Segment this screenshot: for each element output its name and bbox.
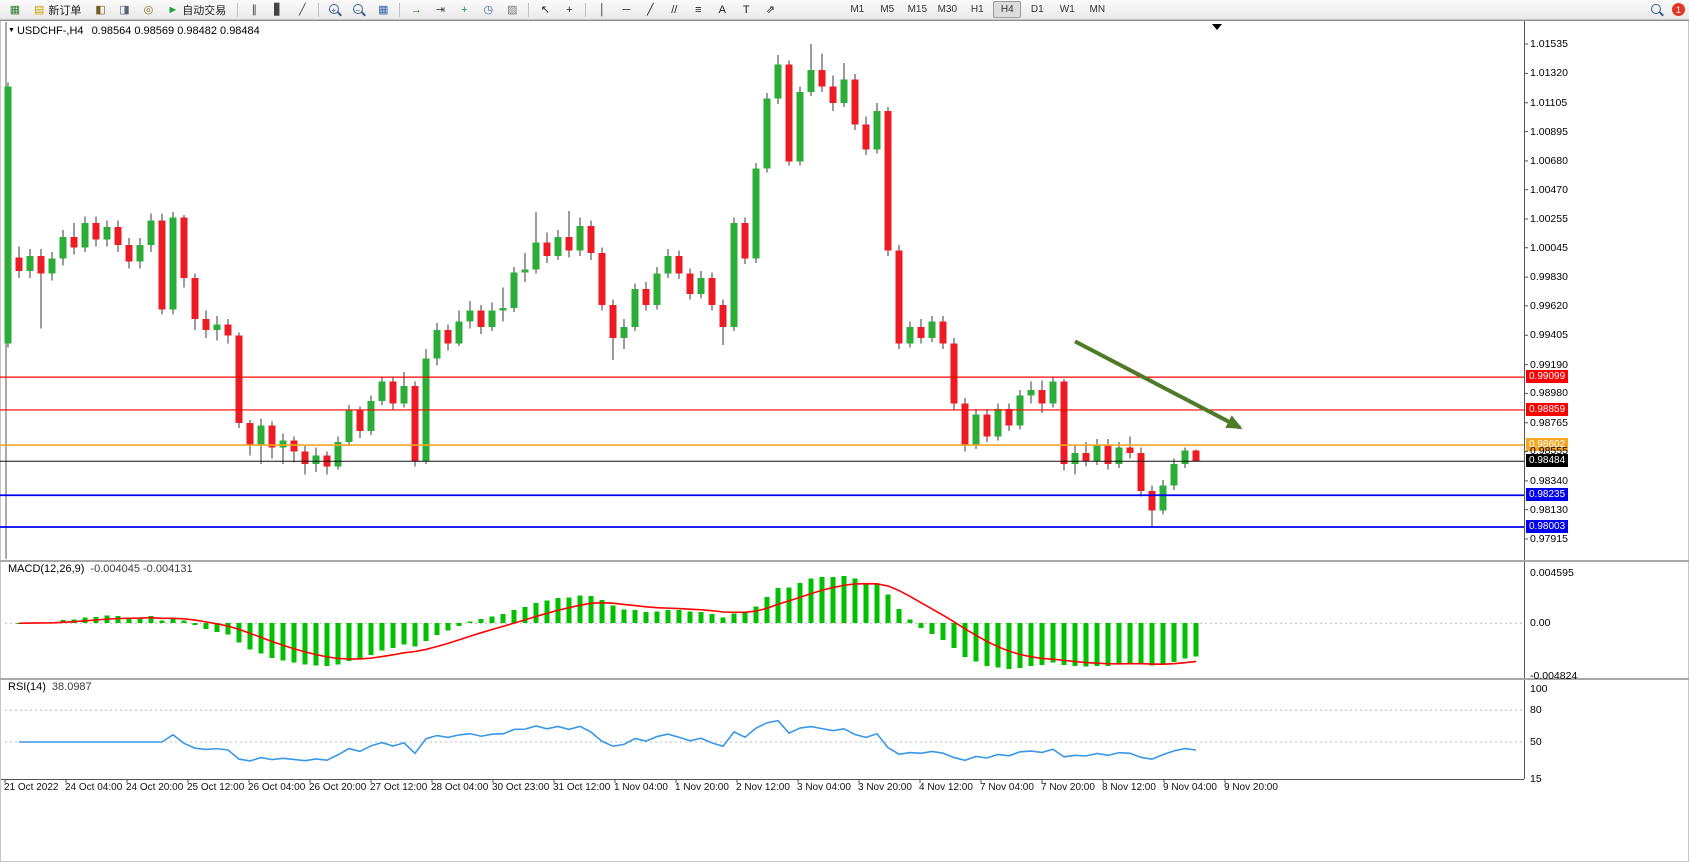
line-chart-icon[interactable]: ╱ bbox=[298, 3, 306, 16]
timeframe-h4[interactable]: H4 bbox=[993, 1, 1022, 18]
autotrade-button[interactable]: ► 自动交易 bbox=[161, 2, 232, 18]
panel-separator-rsi[interactable] bbox=[0, 678, 1689, 680]
tile-windows-icon[interactable]: ▦ bbox=[378, 3, 389, 16]
timeframe-m1[interactable]: M1 bbox=[850, 4, 865, 15]
zoom-in-icon[interactable]: + bbox=[324, 1, 346, 19]
timeframe-w1[interactable]: W1 bbox=[1059, 4, 1075, 15]
search-icon[interactable] bbox=[1646, 1, 1668, 19]
macd-values: -0.004045 -0.004131 bbox=[90, 563, 193, 575]
macd-indicator-label: MACD(12,26,9) -0.004045 -0.004131 bbox=[8, 563, 193, 575]
candles-layer[interactable] bbox=[4, 44, 1200, 527]
toolbar-separator bbox=[399, 2, 401, 17]
new-chart-icon[interactable]: ▦ bbox=[9, 3, 21, 16]
chart-shift-icon[interactable]: ⇥ bbox=[435, 3, 445, 16]
bar-chart-icon[interactable]: ∥ bbox=[251, 3, 258, 16]
toolbar-right-group: 1 bbox=[1646, 1, 1685, 19]
label-icon[interactable]: T bbox=[742, 3, 750, 16]
new-order-button-icon: ▤ bbox=[34, 4, 45, 16]
zoom-out-icon[interactable]: − bbox=[348, 1, 370, 19]
zoom-out-icon-sign: − bbox=[355, 5, 360, 15]
rsi-line bbox=[19, 719, 1197, 762]
autotrade-button-icon: ► bbox=[167, 3, 179, 16]
channel-icon[interactable]: // bbox=[671, 3, 678, 16]
panel-separator-macd[interactable] bbox=[0, 560, 1689, 562]
vline-icon[interactable]: │ bbox=[598, 3, 606, 16]
autotrade-button-label: 自动交易 bbox=[182, 4, 227, 17]
zoom-in-icon: + bbox=[327, 2, 343, 18]
candlestick-chart-icon[interactable]: ▋ bbox=[274, 3, 283, 16]
macd-layer bbox=[5, 575, 1524, 670]
auto-scroll-icon[interactable]: → bbox=[410, 3, 422, 16]
toolbar-separator bbox=[237, 2, 239, 17]
zoom-out-icon: − bbox=[351, 2, 367, 18]
zoom-in-icon-sign: + bbox=[331, 5, 336, 15]
market-watch-icon[interactable]: ◧ bbox=[95, 3, 106, 16]
timeframe-d1[interactable]: D1 bbox=[1030, 4, 1044, 15]
chart-shift-marker-icon bbox=[1212, 24, 1222, 30]
hlines-layer[interactable] bbox=[0, 376, 1524, 528]
data-window-icon[interactable]: ◨ bbox=[119, 3, 130, 16]
arrows-icon[interactable]: ⇗ bbox=[765, 3, 775, 16]
navigator-icon[interactable]: ◎ bbox=[143, 3, 154, 16]
chart-ohlc-values: 0.98564 0.98569 0.98482 0.98484 bbox=[91, 25, 260, 37]
toolbar: ▦ ▤ 新订单 ◧ ◨ ◎ ► 自动交易 ∥ ▋ ╱ + − ▦ → ⇥ + ◷ ▨ ↖ + │ ─ ╱ // ≡ A T ⇗ M1 M5 M… bbox=[0, 0, 1689, 20]
trendline-icon[interactable]: ╱ bbox=[646, 3, 654, 16]
timeframe-h1[interactable]: H1 bbox=[970, 4, 984, 15]
toolbar-separator bbox=[585, 2, 587, 17]
chart-symbol-period: USDCHF-,H4 bbox=[16, 25, 84, 37]
rsi-layer bbox=[5, 709, 1524, 762]
hline-icon[interactable]: ─ bbox=[622, 3, 631, 16]
templates-icon[interactable]: ▨ bbox=[507, 3, 518, 16]
indicators-icon[interactable]: + bbox=[461, 3, 468, 16]
timeframe-m30[interactable]: M30 bbox=[937, 4, 958, 15]
toolbar-separator bbox=[318, 2, 320, 17]
macd-signal-line bbox=[18, 582, 1197, 665]
search-icon-glyph bbox=[1649, 2, 1665, 18]
timeframe-mn[interactable]: MN bbox=[1089, 4, 1106, 15]
new-order-button[interactable]: ▤ 新订单 bbox=[28, 2, 87, 18]
rsi-name: RSI(14) bbox=[8, 681, 46, 693]
rsi-value: 38.0987 bbox=[51, 681, 92, 693]
cursor-icon[interactable]: ↖ bbox=[540, 3, 550, 16]
trend-arrow[interactable] bbox=[1074, 339, 1243, 430]
timeframe-m5[interactable]: M5 bbox=[880, 4, 895, 15]
crosshair-icon[interactable]: + bbox=[566, 3, 573, 16]
new-order-button-label: 新订单 bbox=[48, 4, 82, 17]
macd-name: MACD(12,26,9) bbox=[8, 563, 85, 575]
text-icon[interactable]: A bbox=[718, 3, 726, 16]
periods-icon[interactable]: ◷ bbox=[483, 3, 494, 16]
symbol-marker-icon: ▼ bbox=[8, 27, 15, 34]
timeframe-m15[interactable]: M15 bbox=[907, 4, 928, 15]
rsi-indicator-label: RSI(14) 38.0987 bbox=[8, 681, 92, 693]
fibonacci-icon[interactable]: ≡ bbox=[695, 3, 702, 16]
notification-badge[interactable]: 1 bbox=[1672, 3, 1685, 16]
toolbar-separator bbox=[528, 2, 530, 17]
chart-title: ▼ USDCHF-,H4 0.98564 0.98569 0.98482 0.984… bbox=[8, 25, 260, 37]
